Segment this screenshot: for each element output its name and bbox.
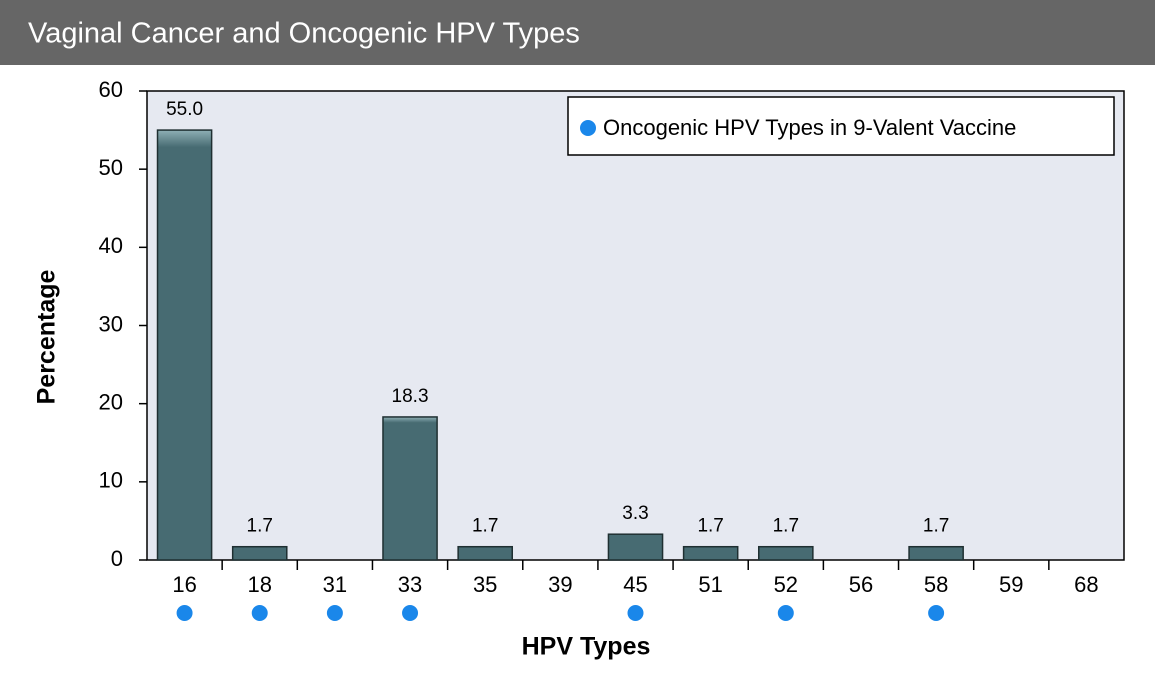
bar [607, 533, 664, 561]
x-tick-label: 58 [924, 572, 948, 597]
vaccine-marker [777, 605, 794, 621]
y-tick-label: 60 [99, 77, 123, 102]
x-tick-label: 68 [1074, 572, 1098, 597]
x-tick-label: 16 [172, 572, 196, 597]
value-label: 1.7 [472, 516, 498, 537]
value-label: 1.7 [773, 516, 799, 537]
y-tick-label: 40 [99, 233, 123, 258]
x-tick-label: 35 [473, 572, 497, 597]
plot-area [146, 90, 1125, 561]
chart-title: Vaginal Cancer and Oncogenic HPV Types [28, 18, 580, 50]
value-label: 1.7 [697, 516, 723, 537]
y-tick-label: 20 [99, 389, 123, 414]
vaccine-marker [176, 605, 193, 621]
y-tick-label: 0 [111, 546, 123, 571]
vaccine-marker [251, 605, 268, 621]
value-label: 55.0 [166, 99, 203, 120]
bar [908, 545, 964, 561]
legend-box [567, 96, 1115, 156]
x-tick-label: 18 [247, 572, 271, 597]
vaccine-marker [627, 605, 644, 621]
x-tick-label: 45 [623, 572, 647, 597]
y-axis-title: Percentage [33, 270, 61, 405]
value-label: 1.7 [923, 516, 949, 537]
value-label: 1.7 [247, 516, 273, 537]
y-tick-label: 30 [99, 311, 123, 336]
y-tick-label: 50 [99, 155, 123, 180]
legend-marker [580, 120, 596, 136]
vaccine-marker [326, 605, 343, 621]
title-bar [0, 0, 1155, 65]
bar [156, 129, 213, 561]
vaccine-marker [402, 605, 419, 621]
bar [457, 545, 513, 561]
bar [382, 416, 438, 561]
y-tick-label: 10 [99, 468, 123, 493]
bar [231, 545, 288, 561]
x-tick-label: 56 [849, 572, 873, 597]
value-label: 18.3 [392, 386, 429, 407]
x-tick-label: 33 [398, 572, 422, 597]
legend-label: Oncogenic HPV Types in 9-Valent Vaccine [603, 115, 1016, 140]
bar [682, 545, 739, 561]
x-tick-label: 59 [999, 572, 1023, 597]
x-tick-label: 31 [323, 572, 347, 597]
bar [758, 545, 814, 561]
x-tick-label: 39 [548, 572, 572, 597]
x-tick-label: 51 [698, 572, 722, 597]
x-tick-label: 52 [774, 572, 798, 597]
x-axis-title: HPV Types [522, 633, 651, 661]
value-label: 3.3 [622, 503, 648, 524]
vaccine-marker [928, 605, 945, 621]
